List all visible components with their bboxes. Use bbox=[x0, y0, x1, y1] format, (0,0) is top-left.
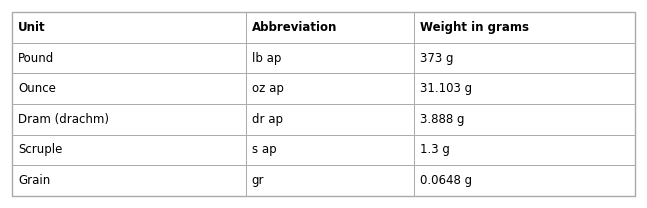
Bar bbox=[414, 104, 635, 135]
Bar bbox=[414, 165, 635, 196]
Bar bbox=[245, 104, 414, 135]
Text: Abbreviation: Abbreviation bbox=[252, 21, 337, 34]
Bar bbox=[245, 12, 414, 43]
Text: s ap: s ap bbox=[252, 143, 276, 156]
Bar bbox=[245, 135, 414, 165]
Text: gr: gr bbox=[252, 174, 264, 187]
Text: 373 g: 373 g bbox=[420, 52, 454, 65]
Text: oz ap: oz ap bbox=[252, 82, 283, 95]
Bar bbox=[414, 135, 635, 165]
Text: Pound: Pound bbox=[18, 52, 54, 65]
Text: Grain: Grain bbox=[18, 174, 50, 187]
Text: 0.0648 g: 0.0648 g bbox=[420, 174, 472, 187]
Bar bbox=[414, 12, 635, 43]
Text: Weight in grams: Weight in grams bbox=[420, 21, 529, 34]
Bar bbox=[12, 73, 245, 104]
Bar bbox=[414, 43, 635, 73]
Bar bbox=[245, 73, 414, 104]
Text: Ounce: Ounce bbox=[18, 82, 56, 95]
Bar bbox=[12, 104, 245, 135]
Bar bbox=[245, 165, 414, 196]
Bar bbox=[414, 73, 635, 104]
Bar bbox=[12, 12, 635, 196]
Bar bbox=[12, 43, 245, 73]
Bar bbox=[12, 12, 245, 43]
Text: 3.888 g: 3.888 g bbox=[420, 113, 465, 126]
Text: Unit: Unit bbox=[18, 21, 45, 34]
Text: 1.3 g: 1.3 g bbox=[420, 143, 450, 156]
Text: Scruple: Scruple bbox=[18, 143, 62, 156]
Bar bbox=[12, 135, 245, 165]
Bar bbox=[12, 165, 245, 196]
Text: 31.103 g: 31.103 g bbox=[420, 82, 472, 95]
Text: Dram (drachm): Dram (drachm) bbox=[18, 113, 109, 126]
Bar bbox=[245, 43, 414, 73]
Text: lb ap: lb ap bbox=[252, 52, 281, 65]
Text: dr ap: dr ap bbox=[252, 113, 283, 126]
